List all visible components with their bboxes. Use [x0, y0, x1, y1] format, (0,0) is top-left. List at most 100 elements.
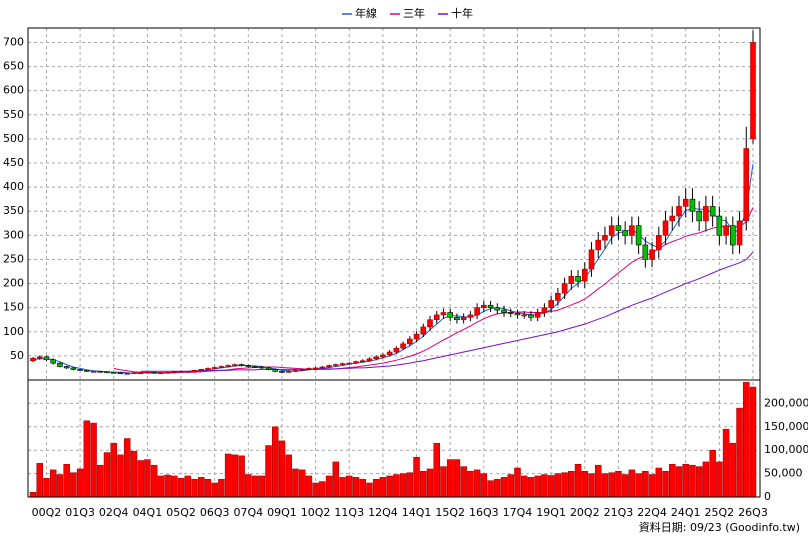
- volume-bar: [117, 454, 124, 498]
- candle-body: [279, 371, 285, 373]
- volume-bar: [130, 450, 138, 498]
- volume-bar: [453, 459, 461, 498]
- candle-body: [386, 351, 393, 356]
- candle-body: [561, 283, 568, 294]
- candle-body: [57, 362, 63, 367]
- volume-bar: [298, 469, 306, 498]
- x-tick-label: 21Q3: [604, 506, 634, 519]
- y-tick-label: 300: [3, 228, 24, 241]
- candle-body: [689, 198, 696, 212]
- candle-body: [393, 347, 400, 353]
- volume-bar: [204, 478, 212, 498]
- volume-bar: [675, 466, 683, 498]
- volume-bar: [420, 471, 427, 498]
- volume-bar: [285, 454, 292, 498]
- volume-bar: [231, 454, 239, 498]
- volume-bar: [413, 456, 420, 498]
- candle-body: [77, 369, 83, 371]
- volume-bar: [716, 461, 723, 498]
- volume-bar: [440, 466, 447, 498]
- ma-line: [140, 251, 754, 372]
- volume-bar: [393, 474, 400, 498]
- candle-body: [501, 309, 507, 313]
- footnote: 資料日期: 09/23 (Goodinfo.tw): [639, 520, 800, 534]
- candle-body: [211, 367, 218, 369]
- candle-body: [258, 366, 265, 369]
- volume-bar: [56, 474, 64, 498]
- volume-bar: [110, 442, 117, 498]
- candle-body: [225, 365, 231, 367]
- x-tick-label: 05Q2: [166, 506, 196, 519]
- candle-body: [164, 371, 171, 374]
- candle-body: [662, 220, 669, 236]
- volume-bar: [386, 475, 393, 498]
- y-tick-label: 450: [3, 156, 24, 169]
- candle-body: [440, 312, 447, 316]
- x-tick-label: 06Q3: [200, 506, 230, 519]
- candle-body: [608, 225, 615, 236]
- volume-bar: [662, 471, 669, 498]
- candle-body: [191, 370, 198, 372]
- candle-body: [454, 317, 460, 321]
- candle-body: [730, 225, 736, 246]
- volume-tick-label: 50,000: [764, 467, 803, 480]
- volume-bar: [366, 482, 373, 498]
- x-tick-label: 25Q2: [705, 506, 735, 519]
- volume-bar: [305, 475, 313, 498]
- x-tick-label: 02Q4: [99, 506, 129, 519]
- volume-bar: [669, 463, 676, 498]
- volume-bar: [245, 474, 252, 498]
- volume-bar: [601, 473, 609, 498]
- volume-bar: [689, 464, 696, 498]
- volume-bar: [36, 463, 43, 498]
- volume-bar: [433, 442, 440, 498]
- volume-bar: [332, 461, 340, 498]
- volume-bar: [487, 480, 494, 498]
- y-tick-label: 350: [3, 204, 24, 217]
- y-tick-label: 700: [3, 35, 24, 48]
- candle-body: [716, 215, 723, 236]
- volume-bar: [648, 474, 656, 498]
- candle-body: [184, 371, 191, 373]
- candle-body: [63, 366, 70, 369]
- volume-bar: [103, 452, 111, 498]
- candle-body: [151, 371, 157, 374]
- candle-body: [353, 361, 359, 364]
- candle-body: [178, 371, 184, 373]
- candle-body: [555, 292, 561, 301]
- candle-body: [110, 371, 117, 374]
- y-tick-label: 150: [3, 301, 24, 314]
- candle-body: [131, 372, 137, 375]
- x-tick-label: 22Q4: [637, 506, 667, 519]
- volume-bar: [224, 453, 232, 498]
- candle-body: [736, 220, 743, 246]
- candle-body: [743, 148, 750, 222]
- volume-bar: [561, 472, 568, 498]
- candle-body: [36, 356, 43, 359]
- candle-body: [171, 371, 178, 374]
- candle-body: [158, 372, 164, 375]
- y-tick-label: 600: [3, 84, 24, 97]
- candle-body: [205, 368, 211, 370]
- candle-body: [144, 371, 151, 374]
- volume-bar: [265, 445, 272, 498]
- y-tick-label: 500: [3, 132, 24, 145]
- x-tick-label: 12Q4: [368, 506, 398, 519]
- volume-bar: [137, 460, 144, 498]
- volume-bar: [749, 386, 757, 498]
- volume-bar: [702, 461, 710, 498]
- candle-body: [642, 244, 649, 260]
- x-tick-label: 10Q2: [301, 506, 331, 519]
- volume-bar: [467, 471, 474, 498]
- candle-body: [433, 314, 440, 321]
- candle-body: [649, 249, 655, 260]
- candle-body: [90, 371, 97, 373]
- volume-bar: [312, 482, 319, 498]
- volume-bar: [480, 473, 488, 498]
- volume-bar: [568, 471, 575, 498]
- volume-bar: [49, 469, 57, 498]
- candle-body: [198, 369, 205, 371]
- x-tick-label: 20Q2: [570, 506, 600, 519]
